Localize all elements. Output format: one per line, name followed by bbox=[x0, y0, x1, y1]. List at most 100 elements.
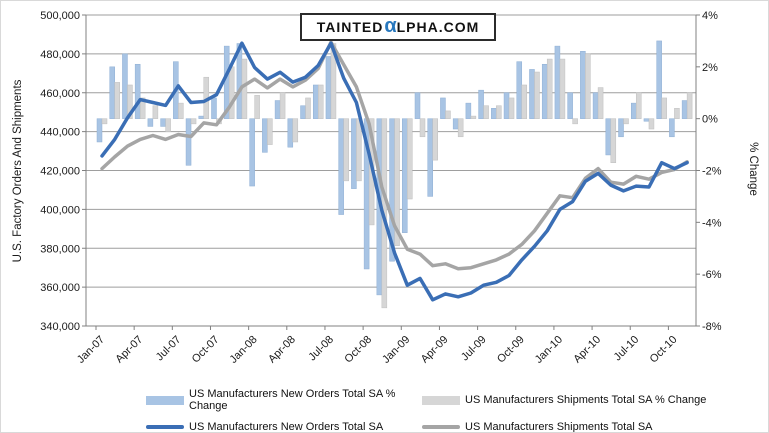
bar-new-orders-pct bbox=[465, 102, 472, 119]
x-axis-tick-label: Jan-10 bbox=[533, 334, 565, 366]
bar-shipments-pct bbox=[457, 118, 464, 138]
logo-alpha-glyph: α bbox=[384, 15, 397, 37]
bar-shipments-pct bbox=[585, 53, 591, 119]
x-axis-tick-label: Oct-08 bbox=[342, 334, 374, 366]
legend-row: US Manufacturers New Orders Total SA US … bbox=[146, 421, 768, 433]
bar-new-orders-pct bbox=[300, 105, 306, 119]
right-axis-tick-label: -4% bbox=[702, 217, 722, 229]
bar-shipments-pct bbox=[432, 118, 438, 161]
bar-new-orders-pct bbox=[452, 118, 459, 130]
left-axis-tick-label: 360,000 bbox=[40, 282, 80, 294]
bar-new-orders-pct bbox=[605, 118, 612, 156]
bar-shipments-pct bbox=[343, 118, 349, 182]
chart-legend: US Manufacturers New Orders Total SA % C… bbox=[1, 388, 768, 433]
bar-shipments-pct bbox=[394, 118, 400, 246]
bar-shipments-pct bbox=[305, 97, 311, 119]
bar-shipments-pct bbox=[139, 97, 146, 119]
legend-label: US Manufacturers Shipments Total SA bbox=[465, 421, 653, 433]
bar-shipments-pct bbox=[559, 58, 566, 119]
bar-shipments-pct bbox=[419, 118, 426, 138]
left-axis-tick-label: 500,000 bbox=[40, 10, 80, 22]
bar-shipments-pct bbox=[546, 58, 553, 119]
bar-new-orders-pct bbox=[147, 118, 154, 127]
left-axis-tick-label: 420,000 bbox=[40, 166, 80, 178]
bar-new-orders-pct bbox=[580, 51, 586, 119]
legend-label: US Manufacturers New Orders Total SA % C… bbox=[189, 388, 396, 412]
x-axis-tick-label: Oct-10 bbox=[648, 334, 680, 366]
bar-shipments-pct bbox=[407, 118, 413, 200]
legend-item-neworders-pct: US Manufacturers New Orders Total SA % C… bbox=[146, 388, 422, 412]
bar-new-orders-pct bbox=[160, 118, 166, 127]
bar-shipments-pct bbox=[267, 118, 273, 145]
taintedalpha-logo[interactable]: TAINTED α LPHA.COM bbox=[300, 13, 496, 41]
bar-shipments-pct bbox=[648, 118, 655, 130]
bar-shipments-pct bbox=[445, 110, 451, 119]
bar-shipments-pct bbox=[661, 97, 667, 119]
x-axis-tick-label: Oct-09 bbox=[495, 334, 527, 366]
bar-shipments-pct bbox=[152, 105, 159, 119]
legend-swatch-neworders-line bbox=[146, 425, 184, 429]
x-axis-tick-label: Jul-08 bbox=[306, 334, 336, 364]
bar-shipments-pct bbox=[356, 118, 362, 182]
bar-shipments-pct bbox=[101, 118, 108, 125]
bar-shipments-pct bbox=[610, 118, 617, 163]
bar-new-orders-pct bbox=[478, 89, 484, 119]
bar-shipments-pct bbox=[127, 84, 133, 119]
bar-shipments-pct bbox=[496, 105, 502, 119]
bar-shipments-pct bbox=[292, 118, 299, 143]
bar-new-orders-pct bbox=[96, 118, 103, 143]
bar-new-orders-pct bbox=[567, 92, 573, 119]
x-axis-tick-label: Jul-07 bbox=[154, 334, 184, 364]
right-axis-tick-label: -6% bbox=[702, 269, 722, 281]
bar-new-orders-pct bbox=[122, 53, 128, 119]
bar-shipments-pct bbox=[534, 71, 540, 119]
line-shipments bbox=[100, 40, 689, 271]
bar-new-orders-pct bbox=[592, 92, 599, 119]
bar-new-orders-pct bbox=[134, 63, 141, 119]
x-axis-tick-label: Jan-09 bbox=[380, 334, 412, 366]
bar-shipments-pct bbox=[317, 84, 324, 119]
x-axis-tick-label: Jan-07 bbox=[75, 334, 107, 366]
bar-new-orders-pct bbox=[414, 92, 421, 119]
legend-label: US Manufacturers Shipments Total SA % Ch… bbox=[465, 394, 707, 406]
bar-shipments-pct bbox=[572, 118, 578, 125]
right-axis-title: % Change bbox=[747, 142, 759, 196]
bar-shipments-pct bbox=[483, 105, 489, 119]
bar-new-orders-pct bbox=[287, 118, 294, 148]
bar-new-orders-pct bbox=[338, 118, 344, 215]
logo-text-suffix: LPHA.COM bbox=[396, 19, 480, 35]
x-axis-tick-label: Jul-10 bbox=[612, 334, 642, 364]
left-axis-tick-label: 460,000 bbox=[40, 88, 80, 100]
left-axis-tick-label: 340,000 bbox=[40, 321, 80, 333]
bar-shipments-pct bbox=[508, 97, 515, 119]
bar-new-orders-pct bbox=[198, 115, 205, 119]
bar-new-orders-pct bbox=[274, 100, 281, 119]
bar-shipments-pct bbox=[597, 87, 604, 119]
bar-new-orders-pct bbox=[440, 97, 446, 119]
bar-new-orders-pct bbox=[427, 118, 433, 197]
bar-new-orders-pct bbox=[402, 118, 408, 233]
bar-new-orders-pct bbox=[262, 118, 268, 153]
x-axis-tick-label: Apr-08 bbox=[266, 334, 298, 366]
x-axis-tick-label: Apr-09 bbox=[419, 334, 451, 366]
bar-shipments-pct bbox=[686, 92, 693, 119]
bar-shipments-pct bbox=[190, 118, 197, 125]
bar-new-orders-pct bbox=[491, 108, 497, 119]
bar-shipments-pct bbox=[635, 92, 642, 119]
bar-shipments-pct bbox=[114, 82, 120, 119]
legend-swatch-neworders-pct-bar bbox=[146, 395, 184, 405]
bar-shipments-pct bbox=[228, 66, 235, 119]
bar-new-orders-pct bbox=[516, 61, 523, 119]
axes bbox=[82, 14, 700, 330]
left-axis-tick-label: 440,000 bbox=[40, 127, 80, 139]
logo-text-prefix: TAINTED bbox=[316, 19, 384, 35]
line-new-orders bbox=[100, 41, 689, 302]
bar-new-orders-pct bbox=[630, 102, 637, 119]
bar-shipments-pct bbox=[674, 108, 680, 119]
bar-new-orders-pct bbox=[618, 118, 624, 138]
level-lines bbox=[100, 40, 689, 302]
left-axis-tick-label: 400,000 bbox=[40, 204, 80, 216]
bar-new-orders-pct bbox=[312, 84, 319, 119]
